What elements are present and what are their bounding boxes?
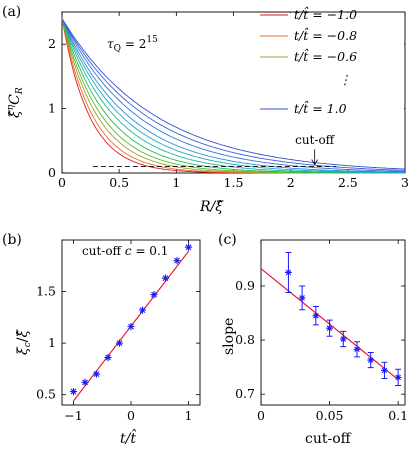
panel-a-ytick-label: 0 (48, 165, 56, 180)
panel-a-xtick-label: 0.5 (109, 175, 129, 190)
panel-a-ytick-label: 2 (48, 36, 56, 51)
panel-b-annotation: cut-off c = 0.1 (82, 244, 168, 258)
panel-a-series-line (61, 18, 405, 173)
panel-a-legend-label: t/t̂ = 1.0 (294, 99, 347, 116)
panel-b-data-point (115, 339, 124, 347)
panel-c-ytick-label: 0.7 (235, 386, 255, 401)
panel-a-xtick-label: 3 (401, 175, 409, 190)
panel-c-ytick-label: 0.8 (235, 332, 255, 347)
panel-a-cutoff-arrowhead (311, 159, 319, 166)
panel-a-label: (a) (2, 4, 21, 20)
panel-c-xtick-label: 0.1 (388, 408, 408, 423)
panel-b-data-point (173, 257, 181, 265)
panel-a-legend-bg (256, 13, 404, 135)
panel-c-xtick-label: 0 (257, 408, 265, 423)
panel-a-xtick-label: 1.5 (224, 175, 244, 190)
panel-b-data-point (69, 387, 78, 396)
panel-a-series-line (61, 18, 405, 174)
panel-b-data-point (92, 370, 101, 378)
panel-c-data-point (394, 374, 402, 381)
panel-c-data-point (381, 366, 388, 374)
panel-b-xtick-label: 1 (185, 408, 193, 423)
panel-c-data-point (367, 356, 375, 364)
panel-c-data-point (339, 335, 347, 343)
panel-a-legend-ellipsis: ⋮ (339, 72, 352, 87)
panel-b: (b) cut-off c = 0.1 t/t̂ ξc/ξ̂ −1 0 1 0.5 1 1… (2, 232, 201, 447)
panel-a-series-line (61, 18, 405, 173)
panel-a-series-line (61, 18, 406, 172)
panel-c-ylabel: slope (221, 318, 237, 355)
panel-b-ytick-label: 0.5 (36, 387, 56, 402)
panel-c-data-point (312, 312, 320, 320)
panel-c: (c) cut-off slope 0 0.05 0.1 0.7 0.8 0.9 (218, 232, 408, 447)
panel-c-data-point (326, 324, 333, 332)
panel-b-data-point (184, 243, 193, 251)
panel-a-xlabel: R/ξ̂ (199, 199, 224, 215)
panel-a-series-line (61, 18, 406, 171)
panel-a: (a) τQ = 215 R/ξ̂ ξ̂ηCR 0 0.5 1 1.5 2 2.5 3 0 1 2… (2, 4, 409, 215)
panel-c-ytick-label: 0.9 (235, 278, 255, 293)
panel-c-data-point (298, 294, 306, 302)
panel-a-xtick-label: 1 (172, 175, 180, 190)
panel-a-legend-label: t/t̂ = −0.8 (294, 26, 357, 43)
panel-b-label: (b) (2, 232, 22, 248)
panel-b-ytick-label: 1 (48, 335, 56, 350)
panel-b-xlabel: t/t̂ (120, 428, 136, 447)
panel-c-xtick-label: 0.05 (316, 408, 344, 423)
panel-b-xtick-label: 0 (127, 408, 135, 423)
panel-b-xtick-label: −1 (64, 408, 82, 423)
panel-c-xlabel: cut-off (305, 431, 352, 447)
panel-c-data-point (353, 345, 361, 353)
panel-a-legend-label: t/t̂ = −1.0 (294, 5, 357, 22)
panel-b-ylabel: ξc/ξ̂ (15, 329, 33, 355)
panel-a-ytick-label: 1 (48, 101, 56, 116)
panel-c-frame (260, 239, 406, 406)
panel-b-data-point (81, 378, 89, 386)
panel-a-legend-label: t/t̂ = −0.6 (294, 47, 357, 64)
panel-b-data-point (161, 274, 170, 282)
panel-b-data-point (104, 353, 112, 362)
panel-b-ytick-label: 1.5 (36, 284, 56, 299)
panel-a-series-line (61, 18, 406, 170)
panel-a-ylabel: ξ̂ηCR (6, 87, 25, 118)
panel-a-cutoff-label: cut-off (295, 133, 336, 147)
panel-a-xtick-label: 2.5 (338, 175, 358, 190)
panel-c-label: (c) (218, 232, 237, 248)
panel-a-annotation: τQ = 215 (107, 35, 158, 54)
panel-c-data-point (285, 269, 292, 276)
panel-b-data-point (127, 323, 135, 331)
panel-b-data-point (138, 306, 147, 314)
panel-a-xtick-label: 0 (58, 175, 66, 190)
panel-b-data-point (150, 291, 158, 299)
panel-a-xtick-label: 2 (287, 175, 295, 190)
